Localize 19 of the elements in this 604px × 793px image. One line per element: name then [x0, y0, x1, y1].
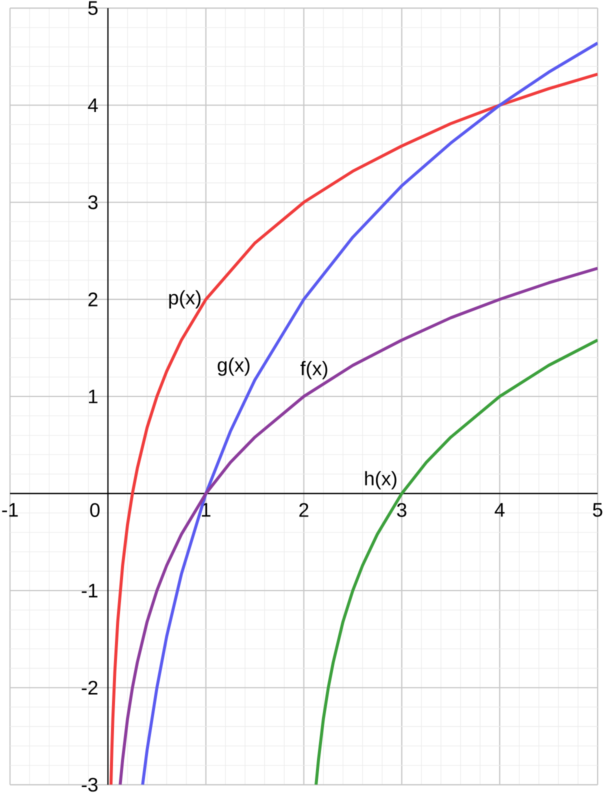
- y-tick-label: 1: [88, 390, 98, 404]
- series-label: h(x): [365, 471, 396, 490]
- x-tick-label: -1: [2, 503, 18, 517]
- y-tick-label: 2: [88, 292, 98, 306]
- x-tick-label: 1: [202, 503, 210, 517]
- series-label: p(x): [169, 290, 200, 308]
- y-tick-label: 5: [88, 1, 98, 15]
- y-tick-label: -2: [82, 680, 98, 695]
- x-tick-label: 4: [494, 503, 504, 517]
- y-tick-label: -3: [82, 778, 98, 792]
- y-tick-label: -1: [82, 584, 98, 598]
- x-tick-label: 3: [396, 503, 406, 517]
- series-label: g(x): [218, 358, 250, 376]
- x-tick-label: 0: [90, 503, 100, 517]
- series-label: f(x): [300, 360, 328, 380]
- y-tick-label: 3: [88, 195, 98, 210]
- x-tick-label: 2: [299, 503, 308, 517]
- x-tick-label: 5: [592, 503, 602, 517]
- y-tick-label: 4: [88, 98, 98, 112]
